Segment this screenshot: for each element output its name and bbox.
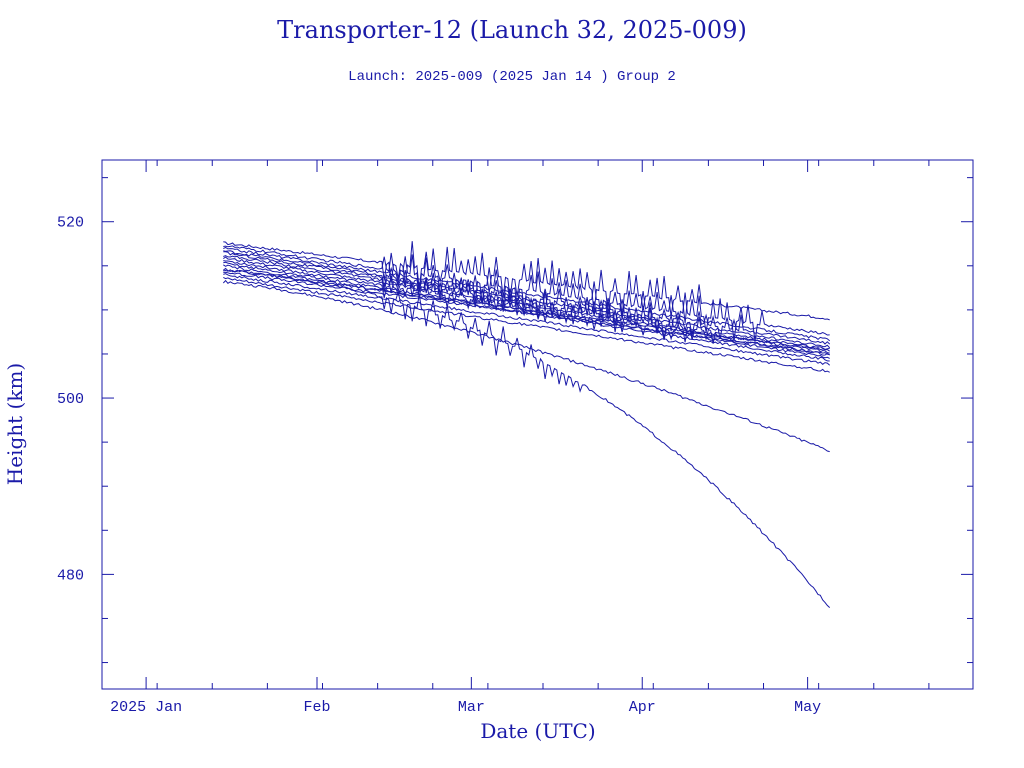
series-group xyxy=(222,241,831,608)
series-line xyxy=(223,269,831,608)
x-tick-label: Apr xyxy=(629,699,656,716)
series-line xyxy=(222,279,830,453)
x-axis: 2025 Jan Feb Mar Apr May xyxy=(101,160,930,716)
plot-frame xyxy=(101,159,974,690)
y-tick-label: 500 xyxy=(57,391,84,408)
series-line xyxy=(223,256,830,354)
series-line xyxy=(222,267,830,352)
series-line xyxy=(223,276,830,373)
series-line xyxy=(223,241,830,323)
series-line xyxy=(223,246,831,342)
y-tick-label: 520 xyxy=(57,215,84,232)
series-line xyxy=(223,245,830,342)
y-axis-label: Height (km) xyxy=(3,363,27,485)
series-line xyxy=(223,271,830,356)
x-tick-label: Feb xyxy=(303,699,330,716)
series-line xyxy=(223,250,831,345)
series-line xyxy=(223,260,830,356)
x-tick-label: May xyxy=(794,699,821,716)
series-line xyxy=(223,255,830,350)
series-line xyxy=(223,251,831,349)
chart-subtitle: Launch: 2025-009 (2025 Jan 14 ) Group 2 xyxy=(348,69,676,85)
series-line xyxy=(223,264,830,362)
chart-title: Transporter-12 (Launch 32, 2025-009) xyxy=(277,16,747,44)
x-tick-label: 2025 Jan xyxy=(110,699,182,716)
y-axis: 480 500 520 xyxy=(57,177,973,664)
series-line xyxy=(223,273,831,366)
x-tick-label: Mar xyxy=(458,699,485,716)
x-axis-label: Date (UTC) xyxy=(480,719,595,743)
y-tick-label: 480 xyxy=(57,567,84,584)
series-line xyxy=(223,261,830,359)
